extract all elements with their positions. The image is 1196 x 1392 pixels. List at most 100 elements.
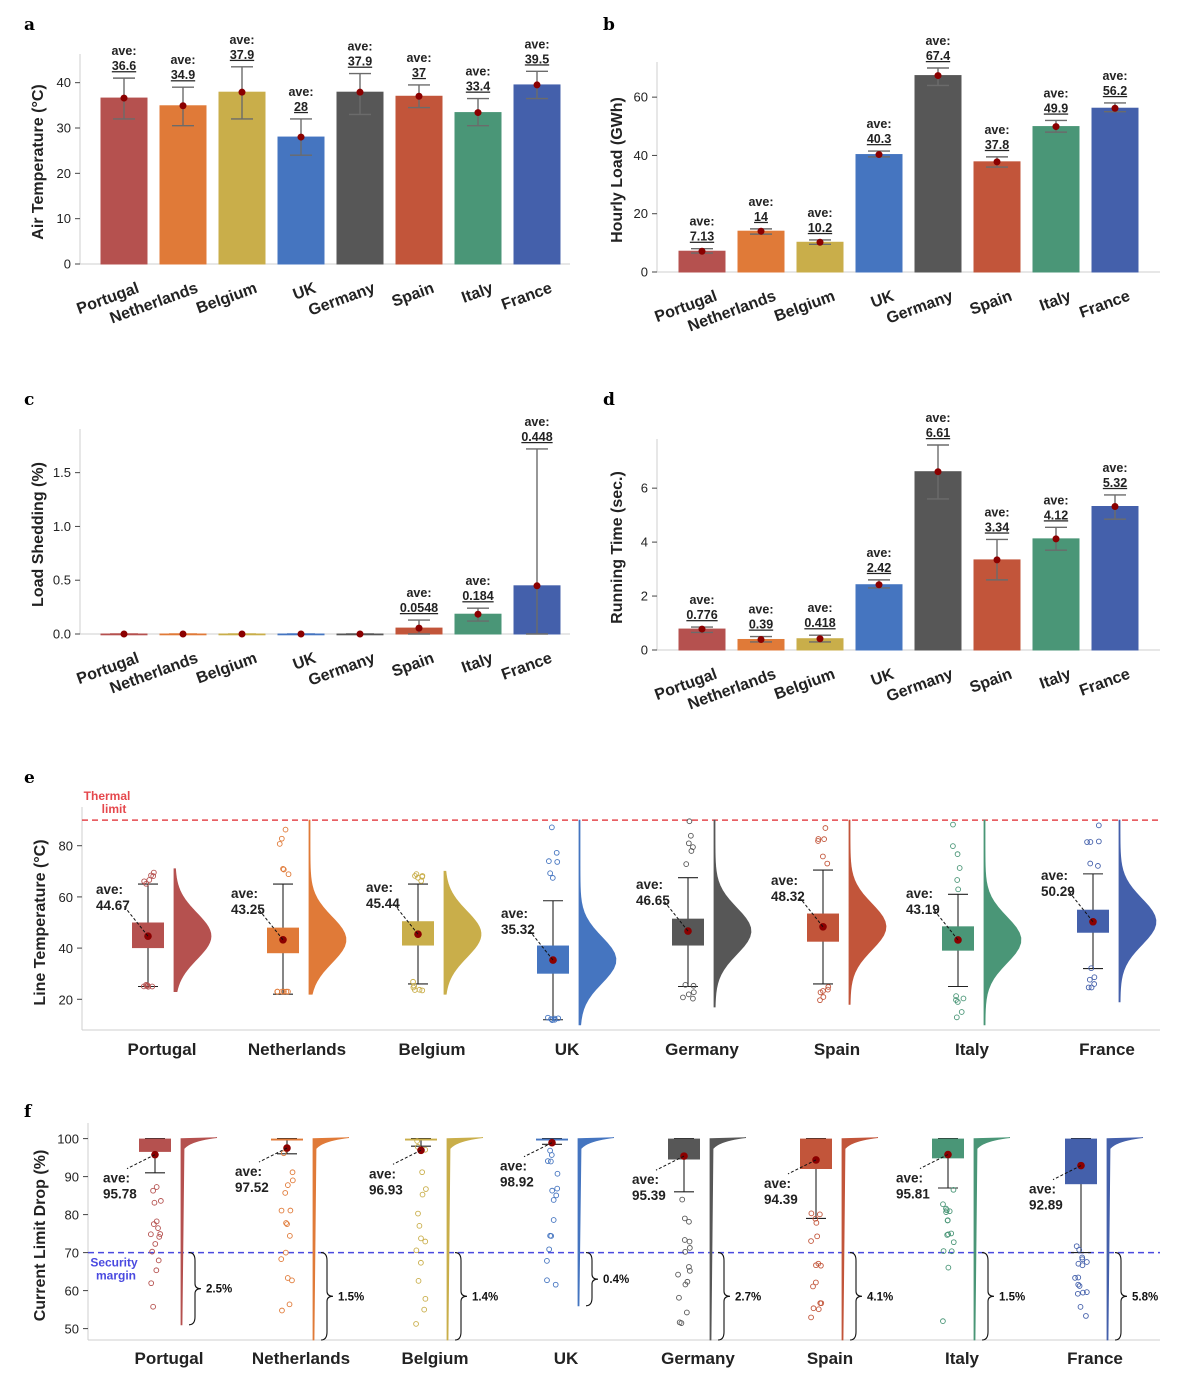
outlier-point bbox=[418, 1259, 424, 1266]
outlier-point bbox=[1074, 1290, 1081, 1297]
ave-value: 95.78 bbox=[103, 1187, 137, 1202]
ave-value: 36.6 bbox=[112, 59, 136, 73]
mean-point bbox=[548, 1138, 556, 1147]
mean-leader bbox=[798, 896, 824, 928]
ave-value: 7.13 bbox=[690, 230, 714, 244]
outlier-point bbox=[1073, 1243, 1080, 1250]
density-germany bbox=[709, 1137, 747, 1341]
ave-prefix: ave: bbox=[632, 1172, 659, 1187]
outlier-point bbox=[815, 836, 822, 842]
x-tick-label: France bbox=[1079, 1040, 1135, 1059]
margin-brace bbox=[1114, 1252, 1128, 1341]
mean-point bbox=[474, 109, 482, 117]
outlier-point bbox=[1075, 1274, 1082, 1281]
ave-prefix: ave: bbox=[1102, 461, 1127, 475]
ave-prefix: ave: bbox=[229, 33, 254, 47]
bar-spain bbox=[973, 161, 1021, 273]
outlier-point bbox=[940, 1318, 946, 1324]
mean-point bbox=[533, 81, 541, 89]
outlier-point bbox=[278, 1207, 285, 1214]
outlier-point bbox=[419, 987, 426, 994]
outlier-point bbox=[548, 1016, 554, 1022]
outlier-point bbox=[415, 1278, 422, 1284]
outlier-point bbox=[157, 1231, 164, 1237]
outlier-point bbox=[808, 1238, 814, 1244]
mean-leader bbox=[663, 900, 689, 932]
ave-value: 37.8 bbox=[985, 138, 1009, 152]
y-axis-label: Line Temperature (°C) bbox=[32, 839, 49, 1005]
x-tick-label: Germany bbox=[665, 1040, 739, 1059]
mean-point bbox=[757, 635, 765, 643]
outlier-point bbox=[150, 873, 157, 879]
y-axis-label: Hourly Load (GWh) bbox=[609, 97, 626, 243]
mean-point bbox=[698, 625, 706, 633]
ave-prefix: ave: bbox=[1043, 86, 1068, 100]
outlier-point bbox=[422, 1238, 429, 1245]
outlier-point bbox=[414, 1138, 420, 1144]
bar-france bbox=[513, 84, 561, 265]
box-spain bbox=[800, 1138, 832, 1169]
outlier-point bbox=[282, 1249, 289, 1256]
outlier-point bbox=[546, 1246, 552, 1253]
outlier-point bbox=[953, 1014, 960, 1021]
outlier-point bbox=[945, 1231, 952, 1238]
mean-leader bbox=[1052, 1165, 1082, 1181]
outlier-point bbox=[943, 1205, 949, 1212]
mean-point bbox=[1111, 104, 1119, 112]
y-tick-label: 40 bbox=[634, 148, 648, 163]
x-tick-label: UK bbox=[554, 1349, 579, 1368]
bar-italy bbox=[454, 112, 502, 265]
outlier-point bbox=[1088, 984, 1095, 991]
ave-value: 0.184 bbox=[462, 589, 493, 603]
mean-leader bbox=[523, 1142, 553, 1158]
outlier-point bbox=[151, 1221, 157, 1227]
y-tick-label: 40 bbox=[59, 941, 73, 956]
x-tick-label: Germany bbox=[884, 288, 955, 328]
mean-point bbox=[1052, 535, 1060, 543]
outlier-point bbox=[280, 1150, 287, 1157]
outlier-point bbox=[150, 869, 157, 876]
outlier-point bbox=[419, 1191, 426, 1198]
outlier-point bbox=[1083, 1313, 1089, 1319]
ave-value: 3.34 bbox=[985, 520, 1009, 534]
bar-uk bbox=[277, 136, 325, 265]
mean-point bbox=[875, 581, 883, 589]
y-tick-label: 1.5 bbox=[53, 465, 71, 480]
mean-leader bbox=[1068, 891, 1094, 923]
y-tick-label: 0.5 bbox=[53, 573, 71, 588]
outlier-point bbox=[554, 859, 561, 865]
mean-leader bbox=[933, 909, 959, 941]
outlier-point bbox=[813, 1219, 820, 1226]
outlier-point bbox=[410, 978, 416, 985]
x-tick-label: Spain bbox=[968, 666, 1015, 697]
outlier-point bbox=[686, 1264, 692, 1270]
outlier-point bbox=[810, 1283, 816, 1290]
ave-value: 37.9 bbox=[230, 48, 254, 62]
y-tick-label: 6 bbox=[641, 481, 648, 496]
outlier-point bbox=[549, 1187, 556, 1194]
ave-prefix: ave: bbox=[1043, 493, 1068, 507]
ave-prefix: ave: bbox=[925, 411, 950, 425]
outlier-point bbox=[820, 994, 827, 1000]
outlier-point bbox=[410, 984, 417, 991]
ave-value: 6.61 bbox=[926, 426, 950, 440]
ave-value: 92.89 bbox=[1029, 1198, 1063, 1213]
mean-point bbox=[993, 556, 1001, 564]
mean-point bbox=[356, 630, 364, 638]
outlier-point bbox=[950, 1239, 957, 1246]
density-belgium bbox=[446, 1137, 484, 1341]
panel-letter-f: f bbox=[24, 1102, 33, 1122]
margin-brace bbox=[454, 1252, 468, 1341]
outlier-point bbox=[156, 1234, 163, 1240]
outlier-point bbox=[817, 997, 823, 1004]
outlier-point bbox=[278, 1256, 285, 1262]
outlier-point bbox=[680, 994, 686, 1001]
y-axis-label: Running Time (sec.) bbox=[609, 471, 626, 624]
outlier-point bbox=[688, 832, 694, 839]
outlier-point bbox=[415, 1210, 421, 1217]
outlier-point bbox=[287, 1207, 294, 1214]
ave-prefix: ave: bbox=[807, 601, 832, 615]
outlier-point bbox=[283, 1220, 289, 1226]
outlier-point bbox=[419, 1169, 425, 1176]
y-tick-label: 70 bbox=[65, 1246, 79, 1261]
